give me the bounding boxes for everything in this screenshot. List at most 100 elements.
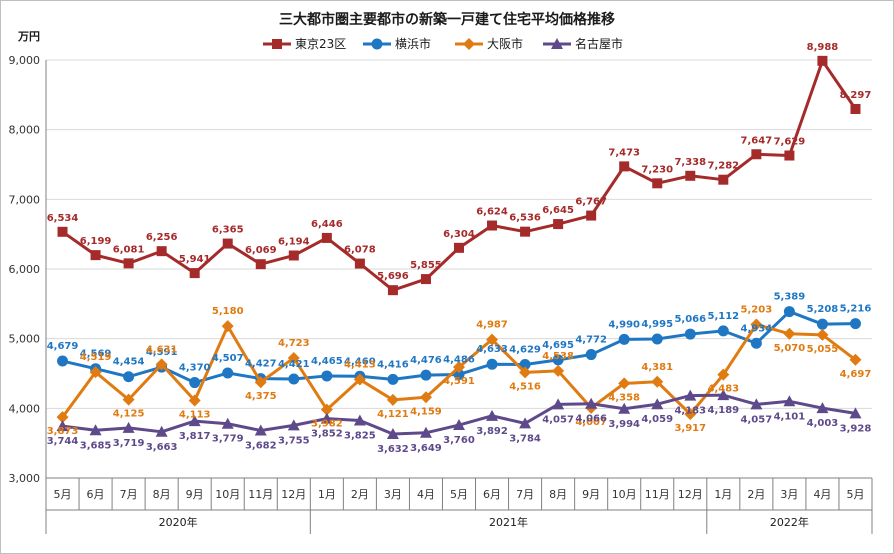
data-point-square — [586, 210, 597, 221]
data-label: 4,569 — [80, 349, 112, 360]
data-label: 5,208 — [807, 304, 839, 315]
data-label: 4,003 — [807, 418, 839, 429]
data-point-triangle — [519, 417, 532, 429]
data-label: 7,473 — [608, 147, 640, 158]
data-label: 4,483 — [707, 384, 739, 395]
data-point-diamond — [463, 38, 475, 50]
data-label: 3,928 — [840, 423, 872, 434]
data-label: 3,719 — [113, 438, 145, 449]
data-point-square — [387, 285, 398, 296]
data-label: 6,078 — [344, 245, 376, 256]
x-tick-label: 11月 — [645, 488, 670, 501]
data-label: 3,873 — [47, 426, 79, 437]
data-label: 7,282 — [707, 161, 739, 172]
x-tick-label: 9月 — [582, 488, 600, 501]
data-point-circle — [717, 325, 729, 337]
data-point-diamond — [89, 366, 102, 379]
data-point-square — [123, 258, 134, 269]
legend: 東京23区 横浜市 大阪市 名古屋市 — [263, 36, 623, 51]
data-point-square — [288, 250, 299, 261]
data-point-circle — [453, 368, 465, 380]
data-point-square — [222, 238, 233, 249]
data-label: 4,465 — [311, 356, 343, 367]
data-point-diamond — [519, 366, 532, 379]
data-point-triangle — [122, 421, 135, 433]
data-label: 3,779 — [212, 434, 244, 445]
data-point-diamond — [651, 375, 664, 388]
x-tick-label: 7月 — [120, 488, 138, 501]
data-label: 5,941 — [179, 254, 211, 265]
data-point-diamond — [684, 408, 697, 421]
data-label: 4,460 — [344, 356, 376, 367]
data-label: 4,507 — [212, 353, 244, 364]
data-point-triangle — [155, 425, 168, 437]
data-point-triangle — [849, 407, 862, 419]
data-label: 6,767 — [575, 197, 607, 208]
data-label: 4,695 — [542, 340, 574, 351]
data-label: 5,180 — [212, 306, 244, 317]
data-label: 4,057 — [741, 414, 773, 425]
data-point-triangle — [453, 419, 465, 431]
data-point-triangle — [89, 424, 102, 436]
x-tick-label: 5月 — [846, 488, 864, 501]
data-point-square — [189, 268, 200, 279]
data-point-triangle — [221, 417, 234, 429]
data-label: 5,389 — [774, 292, 806, 303]
data-label: 3,760 — [443, 435, 475, 446]
data-point-triangle — [353, 414, 366, 426]
x-tick-label: 1月 — [714, 488, 732, 501]
data-label: 4,679 — [47, 341, 79, 352]
data-point-circle — [849, 318, 861, 330]
data-point-diamond — [188, 394, 201, 407]
data-label: 6,069 — [245, 245, 277, 256]
data-label: 4,591 — [443, 376, 475, 387]
legend-entry: 横浜市 — [395, 36, 431, 51]
y-tick-label: 3,000 — [9, 472, 41, 485]
x-tick-label: 3月 — [384, 488, 402, 501]
legend-entry: 東京23区 — [295, 37, 346, 51]
x-tick-label: 6月 — [483, 488, 501, 501]
data-point-triangle — [651, 398, 664, 410]
data-label: 4,990 — [608, 319, 640, 330]
data-point-square — [718, 174, 729, 185]
data-point-diamond — [750, 318, 763, 331]
data-label: 5,070 — [774, 343, 806, 354]
data-label: 4,633 — [476, 344, 508, 355]
data-label: 3,632 — [377, 444, 409, 455]
x-tick-label: 5月 — [54, 488, 72, 501]
x-tick-label: 8月 — [549, 488, 567, 501]
data-label: 6,256 — [146, 232, 178, 243]
data-point-circle — [420, 369, 432, 381]
x-tick-label: 11月 — [248, 488, 273, 501]
data-label: 4,421 — [278, 359, 310, 370]
data-point-triangle — [585, 397, 598, 409]
x-tick-label: 3月 — [780, 488, 798, 501]
x-tick-label: 5月 — [450, 488, 468, 501]
data-label: 3,917 — [674, 423, 706, 434]
data-label: 4,007 — [575, 417, 607, 428]
data-point-triangle — [254, 424, 267, 436]
data-point-square — [619, 161, 630, 172]
x-tick-label: 4月 — [813, 488, 831, 501]
data-point-triangle — [320, 412, 333, 424]
data-label: 4,189 — [707, 405, 739, 416]
data-point-circle — [552, 354, 564, 366]
data-label: 4,987 — [476, 320, 508, 331]
data-point-square — [520, 226, 531, 237]
data-label: 3,852 — [311, 429, 343, 440]
data-label: 3,649 — [410, 443, 442, 454]
data-label: 4,057 — [542, 414, 574, 425]
data-point-square — [420, 274, 431, 285]
x-tick-label: 9月 — [186, 488, 204, 501]
data-label: 6,645 — [542, 205, 574, 216]
data-point-circle — [684, 328, 696, 340]
data-label: 3,682 — [245, 440, 277, 451]
data-point-diamond — [287, 351, 300, 364]
data-point-square — [255, 259, 266, 270]
data-label: 4,516 — [509, 381, 541, 392]
data-point-triangle — [486, 409, 499, 421]
y-tick-label: 8,000 — [9, 124, 41, 137]
data-label: 4,113 — [179, 409, 211, 420]
